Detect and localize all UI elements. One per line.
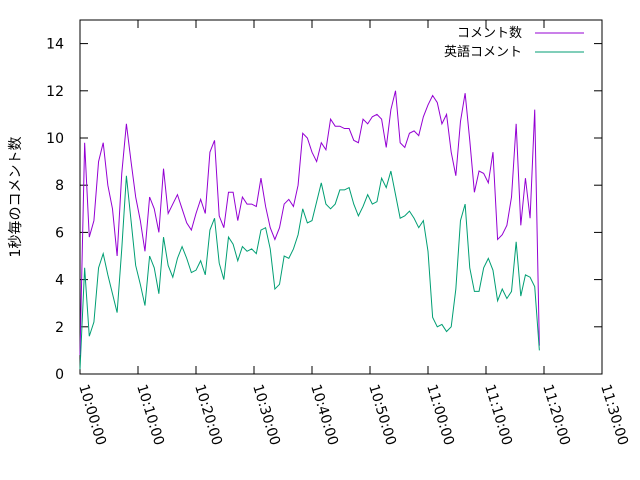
y-axis-ticks: 0 2 4 6 8 10 12 14 <box>46 37 602 383</box>
y-tick-label: 4 <box>55 273 64 289</box>
plot-frame <box>79 19 603 375</box>
y-tick-label: 14 <box>46 37 64 53</box>
series-line-1 <box>79 90 540 356</box>
y-tick-label: 0 <box>55 367 64 383</box>
y-tick-label: 12 <box>46 84 64 100</box>
plot-area <box>79 19 603 375</box>
legend-label-2: 英語コメント <box>444 44 522 60</box>
y-tick-label: 6 <box>55 225 64 241</box>
y-tick-label: 8 <box>55 178 64 194</box>
y-tick-label: 2 <box>55 320 64 336</box>
series-line-2 <box>79 170 540 370</box>
legend-label-1: コメント数 <box>457 26 522 41</box>
y-axis-label: 1秒毎のコメント数 <box>8 137 24 258</box>
series-lines <box>79 90 540 370</box>
y-tick-label: 10 <box>46 131 64 147</box>
